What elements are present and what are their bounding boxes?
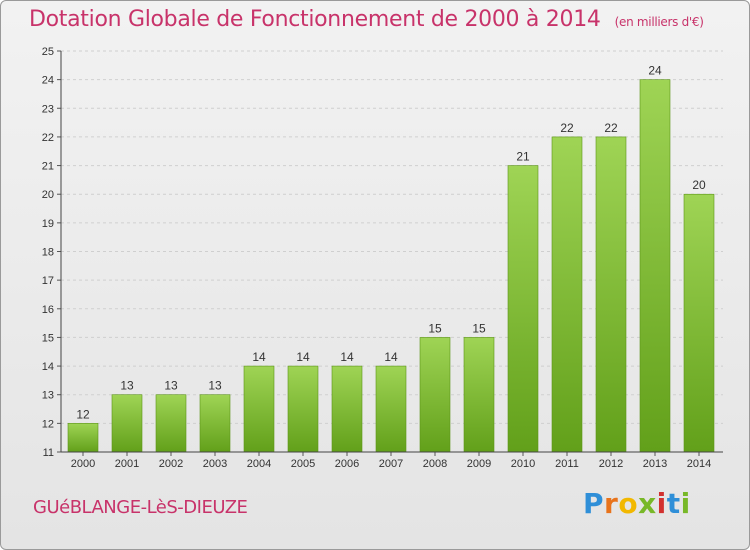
logo-letter: t [666, 487, 681, 520]
proxiti-logo: Proxiti [583, 487, 691, 520]
y-tick-label: 24 [42, 75, 54, 87]
x-tick-label: 2007 [379, 458, 403, 470]
y-tick-label: 17 [42, 275, 54, 287]
x-tick-label: 2008 [423, 458, 447, 470]
data-label: 21 [516, 150, 530, 164]
data-label: 15 [428, 321, 442, 335]
y-tick-label: 19 [42, 218, 54, 230]
y-tick-label: 23 [42, 103, 54, 115]
data-label: 14 [340, 350, 354, 364]
logo-letter: x [638, 487, 657, 520]
data-label: 24 [648, 64, 662, 78]
data-label: 13 [120, 379, 134, 393]
bar [375, 365, 407, 453]
commune-name: GUéBLANGE-LèS-DIEUZE [33, 497, 248, 518]
y-tick-label: 15 [42, 332, 54, 344]
y-tick-label: 13 [42, 390, 54, 402]
chart-title: Dotation Globale de Fonctionnement de 20… [29, 7, 704, 32]
x-tick-label: 2004 [247, 458, 271, 470]
logo-letter: P [583, 487, 605, 520]
x-tick-label: 2001 [115, 458, 139, 470]
bar [683, 193, 715, 453]
x-tick-label: 2013 [643, 458, 667, 470]
y-tick-label: 18 [42, 247, 54, 259]
y-tick-labels: 11 12 13 14 15 16 17 18 19 20 21 22 23 24 25 [42, 46, 54, 459]
data-label: 20 [692, 178, 706, 192]
x-tick-label: 2006 [335, 458, 359, 470]
x-tick-label: 2012 [599, 458, 623, 470]
bar [155, 394, 187, 453]
data-label: 15 [472, 321, 486, 335]
x-tick-label: 2009 [467, 458, 491, 470]
x-tick-label: 2010 [511, 458, 535, 470]
data-label: 14 [252, 350, 266, 364]
y-tick-label: 21 [42, 161, 54, 173]
x-tick-labels: 2000 2001 2002 2003 2004 2005 2006 2007 2008 2009… [71, 452, 711, 470]
bars [67, 79, 715, 453]
bar [507, 165, 539, 453]
y-tick-label: 12 [42, 418, 54, 430]
unit-label: (en milliers d'€) [614, 15, 704, 29]
x-tick-label: 2005 [291, 458, 315, 470]
data-labels: 12 13 13 13 14 14 14 14 15 15 21 22 22 24 20 [76, 64, 706, 422]
bar [331, 365, 363, 453]
x-tick-label: 2011 [555, 458, 579, 470]
y-tick-label: 22 [42, 132, 54, 144]
bar [551, 136, 583, 453]
bar [243, 365, 275, 453]
bar [639, 79, 671, 453]
y-tick-label: 11 [43, 447, 54, 459]
title-text: Dotation Globale de Fonctionnement de 20… [29, 7, 601, 32]
x-tick-label: 2000 [71, 458, 95, 470]
bar [111, 394, 143, 453]
data-label: 14 [384, 350, 398, 364]
data-label: 14 [296, 350, 310, 364]
x-tick-label: 2003 [203, 458, 227, 470]
logo-letter: o [618, 487, 639, 520]
y-tick-label: 16 [42, 304, 54, 316]
bar [595, 136, 627, 453]
y-tick-label: 20 [42, 189, 54, 201]
bar [419, 337, 451, 453]
logo-letter: i [656, 487, 667, 520]
bar [463, 337, 495, 453]
y-tick-label: 25 [42, 46, 54, 58]
data-label: 13 [208, 379, 222, 393]
logo-letter: r [604, 487, 619, 520]
data-label: 13 [164, 379, 178, 393]
bar [287, 365, 319, 453]
axes [60, 51, 723, 453]
data-label: 22 [604, 121, 618, 135]
data-label: 12 [76, 407, 90, 421]
x-tick-label: 2002 [159, 458, 183, 470]
x-tick-label: 2014 [687, 458, 711, 470]
bar [67, 423, 99, 453]
bar [199, 394, 231, 453]
logo-letter: i [680, 487, 691, 520]
data-label: 22 [560, 121, 574, 135]
y-tick-label: 14 [42, 361, 54, 373]
